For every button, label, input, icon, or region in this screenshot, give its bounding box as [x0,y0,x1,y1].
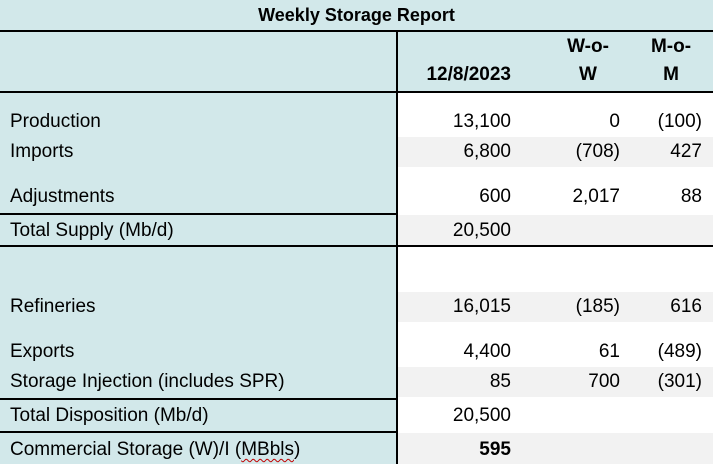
label-column-fill [0,92,397,464]
row-wow: (708) [575,141,620,162]
border-column [396,31,398,464]
row-mom: 427 [670,141,702,162]
row-label: Exports [10,341,75,362]
column-header-wow-line1: W-o- [567,36,609,57]
row-label: Commercial Storage (W)/I (MBbls) [10,439,300,461]
row-wow: (185) [575,296,620,317]
row-label: Total Disposition (Mb/d) [10,405,209,426]
row-label: Refineries [10,296,96,317]
border-header [0,91,713,93]
row-wow: 61 [598,341,620,362]
header-band [0,32,713,92]
column-header-mom-line2: M [663,64,679,85]
row-label-prefix: Commercial Storage (W)/I ( [10,439,242,460]
row-shade-refineries [397,292,713,322]
border-before-total-disposition [0,398,397,400]
row-wow: 0 [609,111,620,132]
row-label: Production [10,111,101,132]
row-current: 16,015 [452,296,511,317]
row-mom: 88 [680,186,702,207]
column-header-date: 12/8/2023 [426,64,511,85]
row-mom: (301) [657,371,702,392]
row-wow: 700 [588,371,620,392]
report-title: Weekly Storage Report [258,5,455,25]
row-current: 85 [489,371,511,392]
border-title [0,30,713,32]
row-shade-commercial-storage [397,433,713,464]
row-current: 595 [479,439,511,460]
row-shade-imports [397,137,713,167]
title-band [0,0,713,32]
row-wow: 2,017 [572,186,620,207]
row-current: 20,500 [452,405,511,426]
column-header-mom-line1: M-o- [650,36,692,57]
column-header-wow-line2: W [579,64,597,85]
row-shade-storage-injection [397,367,713,397]
row-mom: (489) [657,341,702,362]
row-label: Adjustments [10,186,115,207]
border-after-total-supply-values [397,245,713,247]
border-before-total-supply [0,213,397,215]
row-mom: (100) [657,111,702,132]
border-after-total-disposition [0,431,397,433]
row-current: 600 [479,186,511,207]
row-label-suffix: ) [294,439,301,460]
row-label: Storage Injection (includes SPR) [10,371,285,392]
row-current: 6,800 [463,141,511,162]
row-label: Total Supply (Mb/d) [10,220,174,241]
row-current: 13,100 [452,111,511,132]
border-after-total-supply [0,245,397,247]
row-label: Imports [10,141,74,162]
row-current: 4,400 [463,341,511,362]
row-mom: 616 [670,296,702,317]
row-shade-total-supply [397,215,713,245]
spellcheck-flagged-word: MBbls [241,439,294,460]
row-current: 20,500 [452,220,511,241]
